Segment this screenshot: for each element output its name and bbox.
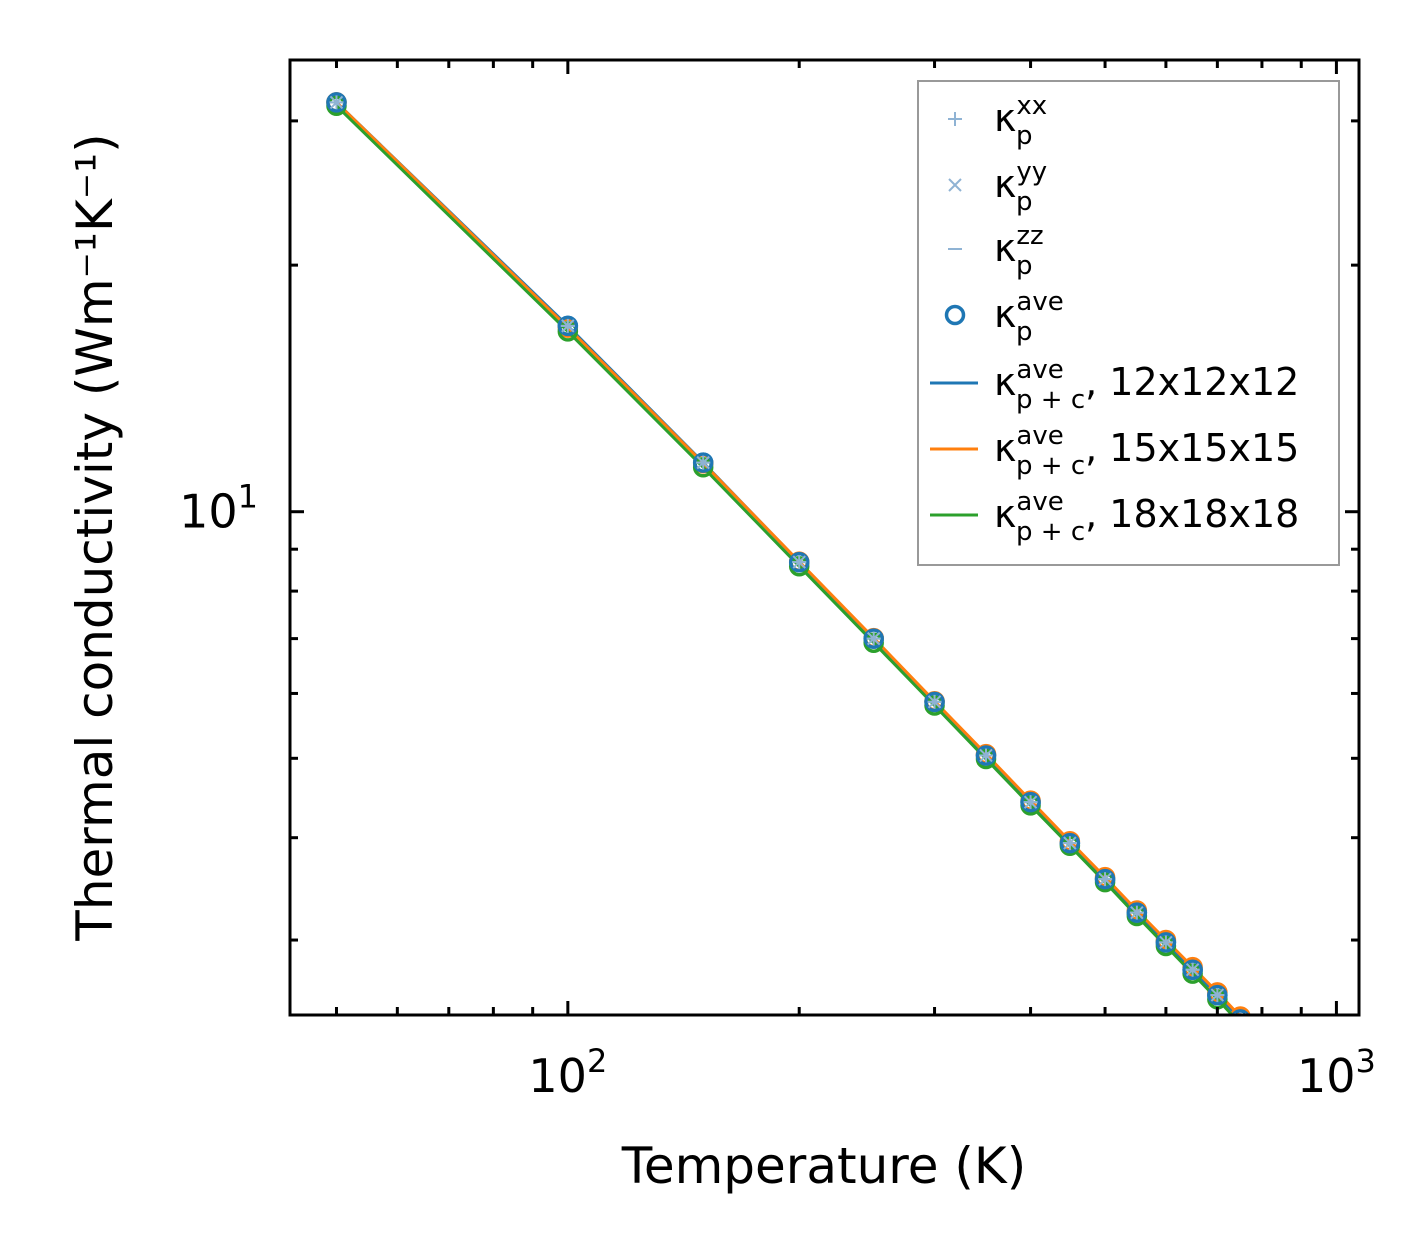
legend-label: κyy p <box>994 157 1047 217</box>
series-line <box>335 104 1235 1015</box>
data-point <box>1274 1054 1291 1071</box>
data-point <box>1274 1050 1291 1067</box>
data-point <box>692 452 714 473</box>
data-point <box>1330 1113 1342 1125</box>
legend-entry: κave p + c, 15x15x15 <box>930 421 1299 481</box>
legend-entry: κave p + c, 12x12x12 <box>930 355 1299 415</box>
data-point <box>1155 932 1177 953</box>
data-point <box>1207 984 1228 1006</box>
data-point <box>1275 1055 1289 1069</box>
data-point <box>1255 1034 1269 1048</box>
data-point <box>1329 1112 1343 1126</box>
data-point <box>1094 868 1116 890</box>
series-line <box>335 101 1242 1015</box>
data-point <box>557 315 579 337</box>
data-point <box>975 745 997 766</box>
legend-entry: κyy p <box>948 157 1047 217</box>
data-point <box>1276 1056 1288 1068</box>
data-point <box>1253 1029 1270 1046</box>
legend-handle-marker <box>948 178 962 192</box>
data-point <box>1253 1033 1270 1050</box>
data-point <box>788 551 810 573</box>
x-tick-label: 103 <box>1297 1042 1376 1103</box>
legend-label: κave p + c, 15x15x15 <box>994 421 1299 481</box>
legend-handle-marker <box>944 304 966 326</box>
data-point <box>1182 959 1203 980</box>
legend-handle-marker <box>948 112 962 126</box>
axis-ticks: 102 103 101 <box>179 60 1376 1103</box>
data-point <box>863 628 884 649</box>
series-3 <box>329 101 1225 997</box>
series-layer <box>326 92 1345 1130</box>
y-tick-label: 101 <box>179 478 258 539</box>
plot-frame <box>288 58 1361 1017</box>
legend-entry: κave p <box>944 287 1064 347</box>
x-axis-label: Temperature (K) <box>621 1137 1026 1195</box>
data-point <box>1235 1013 1246 1015</box>
data-point <box>1253 1033 1270 1050</box>
y-axis-label: Thermal conductivity (Wm⁻¹K⁻¹) <box>66 133 124 941</box>
data-point <box>1328 1106 1345 1123</box>
data-point <box>326 92 347 113</box>
legend-label: κzz p <box>994 221 1044 281</box>
legend-label: κave p + c, 12x12x12 <box>994 355 1299 415</box>
legend-frame <box>917 80 1340 566</box>
data-point <box>1059 832 1081 854</box>
data-point <box>1274 1054 1291 1071</box>
legend-label: κave p + c, 18x18x18 <box>994 487 1299 547</box>
data-point <box>1253 1037 1270 1054</box>
x-tick-label: 102 <box>528 1042 607 1103</box>
data-point <box>1230 1006 1251 1015</box>
series-4 <box>326 92 1345 1127</box>
data-point <box>1328 1110 1345 1127</box>
legend-label: κxx p <box>994 91 1047 151</box>
data-point <box>1328 1113 1345 1130</box>
data-point <box>1020 791 1041 813</box>
data-point <box>924 691 945 713</box>
legend-entry: κxx p <box>948 91 1047 151</box>
data-point <box>1256 1035 1268 1047</box>
data-point <box>1274 1058 1291 1075</box>
data-point <box>1328 1110 1345 1127</box>
data-point <box>1231 1009 1250 1015</box>
data-point <box>1126 902 1148 923</box>
legend-label: κave p <box>994 287 1064 347</box>
legend-entry: κzz p <box>948 221 1044 281</box>
legend-entry: κave p + c, 18x18x18 <box>930 487 1299 547</box>
